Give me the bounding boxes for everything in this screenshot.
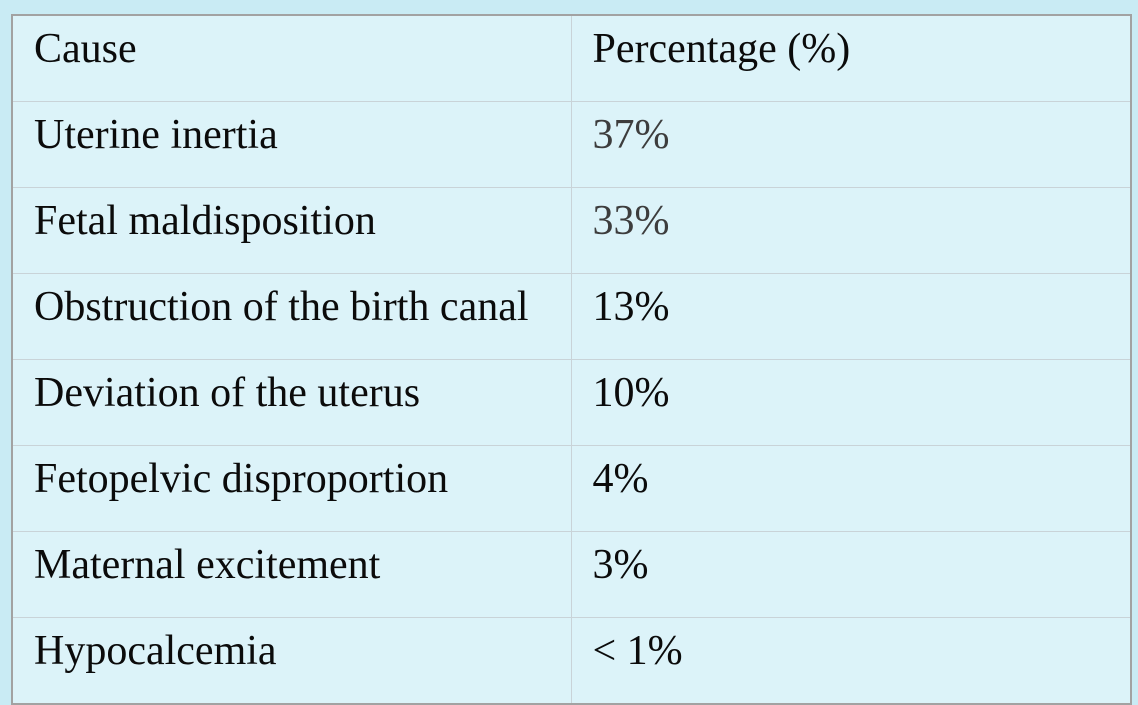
cause-cell: Uterine inertia <box>11 101 572 188</box>
table-header-row: Cause Percentage (%) <box>11 14 1132 102</box>
percentage-cell: 13% <box>570 273 1132 360</box>
cause-cell: Fetopelvic disproportion <box>11 445 572 532</box>
table-row: Uterine inertia 37% <box>11 101 1132 188</box>
table-row: Hypocalcemia < 1% <box>11 617 1132 705</box>
percentage-cell: 10% <box>570 359 1132 446</box>
table-row: Fetal maldisposition 33% <box>11 187 1132 274</box>
cause-cell: Hypocalcemia <box>11 617 572 705</box>
percentage-cell: 37% <box>570 101 1132 188</box>
percentage-cell: 3% <box>570 531 1132 618</box>
causes-table-container: Cause Percentage (%) Uterine inertia 37%… <box>11 14 1132 705</box>
cause-cell: Fetal maldisposition <box>11 187 572 274</box>
column-header-percentage: Percentage (%) <box>570 14 1132 102</box>
table-row: Maternal excitement 3% <box>11 531 1132 618</box>
percentage-cell: 33% <box>570 187 1132 274</box>
table-row: Obstruction of the birth canal 13% <box>11 273 1132 360</box>
percentage-cell: < 1% <box>570 617 1132 705</box>
percentage-cell: 4% <box>570 445 1132 532</box>
table-row: Fetopelvic disproportion 4% <box>11 445 1132 532</box>
table-row: Deviation of the uterus 10% <box>11 359 1132 446</box>
column-header-cause: Cause <box>11 14 572 102</box>
cause-cell: Maternal excitement <box>11 531 572 618</box>
cause-cell: Deviation of the uterus <box>11 359 572 446</box>
cause-cell: Obstruction of the birth canal <box>11 273 572 360</box>
causes-table: Cause Percentage (%) Uterine inertia 37%… <box>11 14 1132 705</box>
